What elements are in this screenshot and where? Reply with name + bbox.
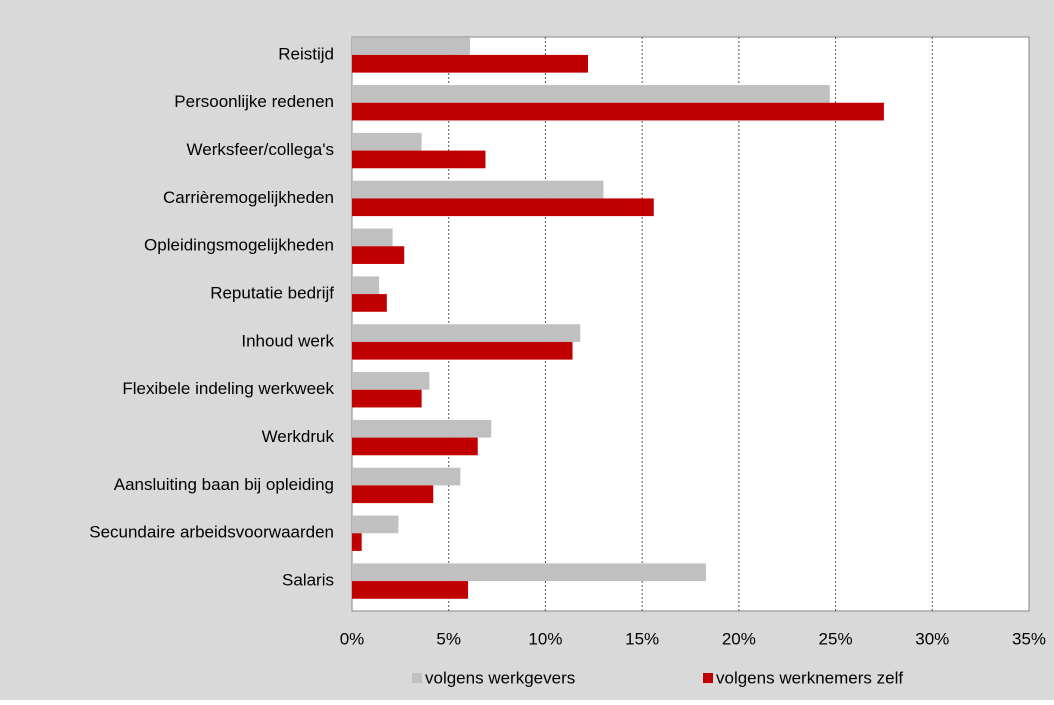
bar	[352, 324, 581, 342]
x-tick-label: 10%	[528, 629, 562, 648]
bar	[352, 276, 380, 295]
plot-area	[351, 36, 1030, 612]
bar	[352, 54, 588, 73]
y-tick-label: Reputatie bedrijf	[210, 284, 334, 303]
y-tick-label: Werksfeer/collega's	[187, 140, 335, 159]
bar	[352, 341, 573, 360]
bar	[352, 372, 430, 390]
legend-label: volgens werknemers zelf	[716, 668, 903, 687]
y-tick-label: Inhoud werk	[241, 331, 334, 350]
bar	[352, 85, 830, 103]
bar	[352, 294, 387, 312]
bar	[352, 180, 604, 199]
x-tick-label: 25%	[819, 629, 853, 648]
x-tick-label: 0%	[340, 629, 365, 648]
y-tick-label: Persoonlijke redenen	[174, 92, 334, 111]
legend-swatch	[412, 673, 422, 683]
bar	[352, 581, 469, 599]
bar	[352, 132, 422, 151]
y-tick-label: Opleidingsmogelijkheden	[144, 236, 334, 255]
bar	[352, 467, 461, 486]
x-tick-label: 5%	[436, 629, 461, 648]
bar	[352, 515, 399, 534]
y-tick-label: Carrièremogelijkheden	[163, 188, 334, 207]
x-tick-label: 30%	[915, 629, 949, 648]
bar	[352, 389, 422, 408]
legend-label: volgens werkgevers	[425, 668, 575, 687]
bar	[352, 419, 492, 438]
y-tick-label: Flexibele indeling werkweek	[122, 379, 334, 398]
bar	[352, 102, 884, 121]
legend-swatch	[703, 673, 713, 683]
x-tick-label: 20%	[722, 629, 756, 648]
bar	[352, 485, 434, 504]
bar	[352, 150, 486, 169]
bar	[352, 246, 405, 264]
bar	[352, 533, 362, 551]
bar	[352, 563, 706, 582]
y-tick-label: Secundaire arbeidsvoorwaarden	[89, 523, 334, 542]
bar	[352, 198, 654, 217]
y-tick-label: Aansluiting baan bij opleiding	[114, 475, 334, 494]
bar	[352, 228, 393, 247]
x-tick-label: 15%	[625, 629, 659, 648]
bar	[352, 37, 470, 55]
x-tick-label: 35%	[1012, 629, 1046, 648]
y-tick-label: Reistijd	[278, 44, 334, 63]
y-tick-label: Salaris	[282, 571, 334, 590]
y-tick-label: Werkdruk	[262, 427, 335, 446]
bar	[352, 437, 478, 456]
